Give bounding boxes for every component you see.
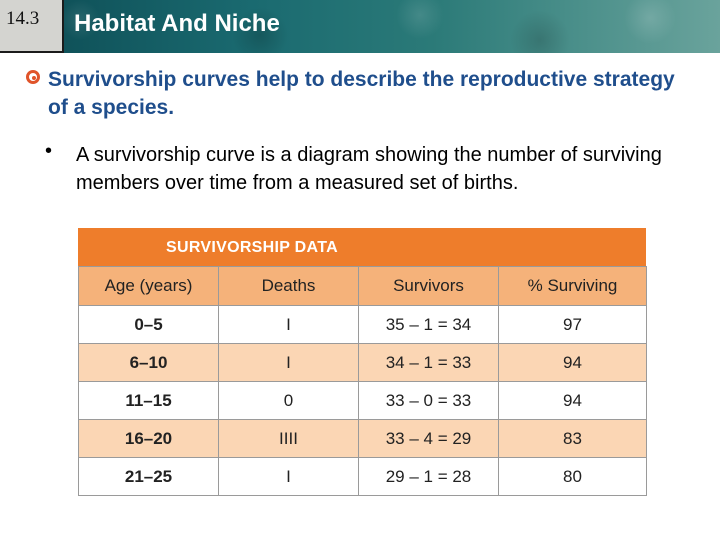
section-number: 14.3 [6, 8, 40, 29]
column-header-survivors: Survivors [358, 266, 499, 306]
percent-cell: 94 [498, 343, 647, 382]
percent-cell: 80 [498, 457, 647, 496]
age-cell: 16–20 [78, 419, 219, 458]
survivors-cell: 29 – 1 = 28 [358, 457, 499, 496]
age-cell: 6–10 [78, 343, 219, 382]
deaths-cell: I [218, 343, 359, 382]
deaths-cell: 0 [218, 381, 359, 420]
table-row: 0–5 I 35 – 1 = 34 97 [78, 305, 647, 344]
age-cell: 0–5 [78, 305, 219, 344]
age-cell: 21–25 [78, 457, 219, 496]
table-row: 16–20 IIII 33 – 4 = 29 83 [78, 419, 647, 458]
table-row: 11–15 0 33 – 0 = 33 94 [78, 381, 647, 420]
sub-bullet-icon: • [45, 140, 53, 162]
circle-bullet-icon [26, 70, 40, 84]
sub-point-text: A survivorship curve is a diagram showin… [76, 144, 662, 194]
deaths-cell: I [218, 305, 359, 344]
table-row: 21–25 I 29 – 1 = 28 80 [78, 457, 647, 496]
table-title: SURVIVORSHIP DATA [78, 228, 646, 266]
main-point-text: Survivorship curves help to describe the… [48, 68, 675, 119]
deaths-cell: IIII [218, 419, 359, 458]
table-header-row: Age (years) Deaths Survivors % Surviving [78, 266, 647, 306]
table-row: 6–10 I 34 – 1 = 33 94 [78, 343, 647, 382]
slide-title: Habitat And Niche [74, 10, 280, 37]
survivorship-table: SURVIVORSHIP DATA Age (years) Deaths Sur… [78, 228, 647, 496]
age-cell: 11–15 [78, 381, 219, 420]
section-number-box: 14.3 [0, 0, 64, 53]
percent-cell: 94 [498, 381, 647, 420]
deaths-cell: I [218, 457, 359, 496]
survivors-cell: 33 – 0 = 33 [358, 381, 499, 420]
survivorship-data-grid: Age (years) Deaths Survivors % Surviving… [78, 266, 647, 496]
column-header-age: Age (years) [78, 266, 219, 306]
column-header-percent-surviving: % Surviving [498, 266, 647, 306]
survivors-cell: 33 – 4 = 29 [358, 419, 499, 458]
percent-cell: 83 [498, 419, 647, 458]
survivors-cell: 35 – 1 = 34 [358, 305, 499, 344]
column-header-deaths: Deaths [218, 266, 359, 306]
header-texture [0, 0, 720, 53]
percent-cell: 97 [498, 305, 647, 344]
survivors-cell: 34 – 1 = 33 [358, 343, 499, 382]
slide-header: 14.3 Habitat And Niche [0, 0, 720, 53]
